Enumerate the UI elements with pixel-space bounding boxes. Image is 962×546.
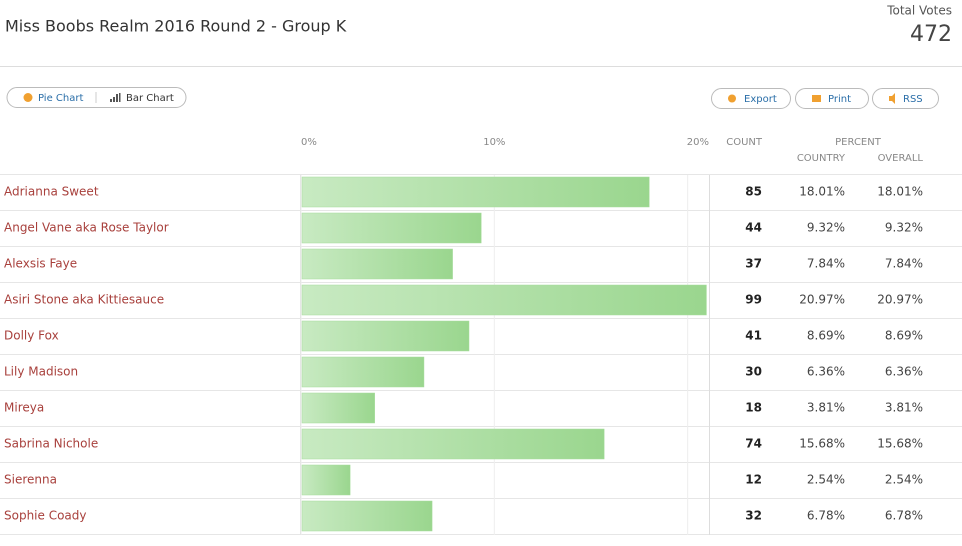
- bar: [301, 392, 375, 424]
- vote-count: 41: [745, 329, 762, 343]
- bar: [301, 500, 433, 532]
- vote-count: 74: [745, 437, 762, 451]
- bar: [301, 464, 351, 496]
- overall-percent: 6.78%: [885, 509, 923, 523]
- country-percent: 15.68%: [799, 437, 845, 451]
- country-percent: 8.69%: [807, 329, 845, 343]
- country-percent: 7.84%: [807, 257, 845, 271]
- overall-percent: 15.68%: [877, 437, 923, 451]
- candidate-name: Alexsis Faye: [4, 257, 77, 271]
- pie-icon: [23, 93, 33, 102]
- country-percent: 20.97%: [799, 293, 845, 307]
- vote-count: 30: [745, 365, 762, 379]
- print-icon: [812, 95, 821, 102]
- percent-header: PERCENT: [835, 137, 882, 148]
- vote-count: 32: [745, 509, 762, 523]
- bar: [301, 356, 425, 388]
- overall-percent: 3.81%: [885, 401, 923, 415]
- overall-percent: 20.97%: [877, 293, 923, 307]
- export-icon: [728, 94, 736, 103]
- x-tick-label: 0%: [301, 137, 317, 148]
- poll-title: Miss Boobs Realm 2016 Round 2 - Group K: [5, 17, 347, 36]
- bar-chart-button[interactable]: Bar Chart: [126, 93, 174, 104]
- country-percent: 9.32%: [807, 221, 845, 235]
- overall-percent: 18.01%: [877, 185, 923, 199]
- total-votes-label: Total Votes: [886, 4, 952, 18]
- candidate-name: Sabrina Nichole: [4, 437, 98, 451]
- overall-percent: 8.69%: [885, 329, 923, 343]
- candidate-name: Sophie Coady: [4, 509, 87, 523]
- print-label[interactable]: Print: [828, 94, 851, 105]
- candidate-name: Lily Madison: [4, 365, 78, 379]
- bar: [301, 212, 482, 244]
- country-header: COUNTRY: [797, 153, 846, 164]
- country-percent: 18.01%: [799, 185, 845, 199]
- pie-chart-button[interactable]: Pie Chart: [38, 93, 83, 104]
- rss-icon: [889, 93, 895, 104]
- rss-label[interactable]: RSS: [903, 94, 923, 105]
- overall-percent: 9.32%: [885, 221, 923, 235]
- vote-count: 12: [745, 473, 762, 487]
- bar: [301, 320, 470, 352]
- candidate-name: Dolly Fox: [4, 329, 59, 343]
- candidate-name: Angel Vane aka Rose Taylor: [4, 221, 169, 235]
- overall-header: OVERALL: [878, 153, 924, 164]
- x-tick-label: 10%: [483, 137, 505, 148]
- candidate-name: Sierenna: [4, 473, 57, 487]
- bar: [301, 428, 605, 460]
- rss-button[interactable]: [872, 88, 939, 109]
- x-tick-label: 20%: [687, 137, 709, 148]
- bar: [301, 284, 707, 316]
- overall-percent: 7.84%: [885, 257, 923, 271]
- country-percent: 6.36%: [807, 365, 845, 379]
- vote-count: 37: [745, 257, 762, 271]
- vote-count: 85: [745, 185, 762, 199]
- vote-count: 44: [745, 221, 762, 235]
- bar: [301, 248, 453, 280]
- country-percent: 2.54%: [807, 473, 845, 487]
- country-percent: 6.78%: [807, 509, 845, 523]
- country-percent: 3.81%: [807, 401, 845, 415]
- count-header: COUNT: [726, 137, 763, 148]
- overall-percent: 2.54%: [885, 473, 923, 487]
- overall-percent: 6.36%: [885, 365, 923, 379]
- vote-count: 99: [745, 293, 762, 307]
- candidate-name: Adrianna Sweet: [4, 185, 99, 199]
- export-button[interactable]: [711, 88, 791, 109]
- print-button[interactable]: [795, 88, 869, 109]
- bar-icon: [110, 93, 121, 102]
- vote-count: 18: [745, 401, 762, 415]
- export-label[interactable]: Export: [744, 94, 777, 105]
- total-votes: 472: [910, 22, 952, 47]
- candidate-name: Asiri Stone aka Kittiesauce: [4, 293, 164, 307]
- bar: [301, 176, 650, 208]
- candidate-name: Mireya: [4, 401, 44, 415]
